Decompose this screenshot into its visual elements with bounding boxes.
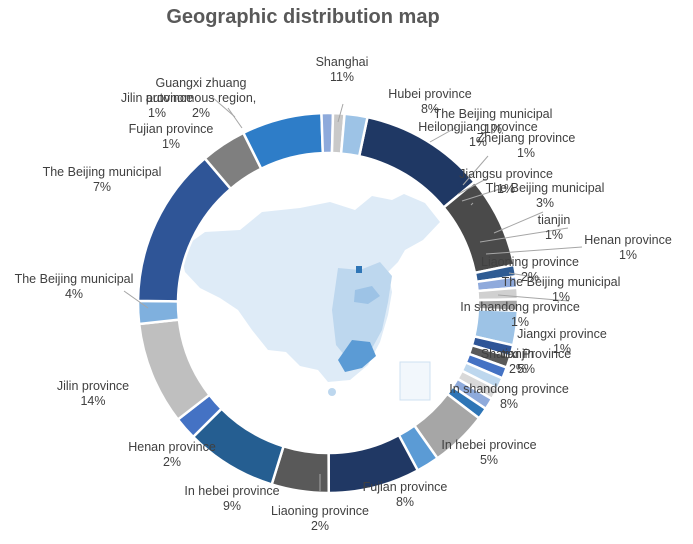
slice-label-18: Liaoning province 2% bbox=[271, 504, 369, 533]
chart-title: Geographic distribution map bbox=[166, 6, 440, 28]
slice-label-3: The Beijing municipal 1% bbox=[434, 107, 553, 136]
slice-label-14: tianjin 2% bbox=[502, 347, 535, 376]
slice-label-26: Guangxi zhuang autonomous region, 2% bbox=[146, 76, 257, 120]
leader-line-10 bbox=[508, 272, 541, 279]
slice-label-16: In hebei province 5% bbox=[441, 438, 536, 467]
slice-label-4: Zhejiang province 1% bbox=[477, 131, 576, 160]
slice-label-2: Heilongjiang province 1% bbox=[418, 120, 538, 149]
slice-label-10: The Beijing municipal 1% bbox=[502, 275, 621, 304]
china-map-coastal-highlight bbox=[338, 340, 376, 372]
leader-line-5 bbox=[470, 202, 474, 206]
slice-label-20: Henan province 2% bbox=[128, 440, 216, 469]
slice-label-15: In shandong province 8% bbox=[449, 382, 569, 411]
leader-line-6 bbox=[493, 211, 544, 234]
leader-line-0 bbox=[337, 103, 344, 123]
slice-27[interactable] bbox=[339, 112, 369, 158]
slice-label-1: Hubei province 8% bbox=[388, 87, 471, 116]
leader-line-13 bbox=[227, 107, 243, 129]
slice-label-17: Fujian province 8% bbox=[363, 480, 448, 509]
leader-line-4 bbox=[461, 188, 501, 202]
slice-label-25: Jilin province 1% bbox=[121, 91, 193, 120]
china-map-image bbox=[180, 194, 440, 401]
china-map-hainan bbox=[328, 388, 336, 396]
slice-label-0: Shanghai 11% bbox=[316, 55, 369, 84]
leader-line-14 bbox=[211, 96, 236, 118]
leader-line-11 bbox=[123, 290, 149, 309]
china-map-mainland bbox=[180, 194, 440, 382]
slice-label-23: The Beijing municipal 7% bbox=[43, 165, 162, 194]
leader-line-1 bbox=[429, 126, 458, 143]
slice-label-9: Liaoning province 2% bbox=[481, 255, 579, 284]
leader-line-2 bbox=[462, 155, 489, 186]
china-map-inset-box bbox=[399, 361, 431, 401]
slice-label-22: The Beijing municipal 4% bbox=[15, 272, 134, 301]
leader-line-7 bbox=[479, 227, 569, 243]
china-map-shandong-highlight bbox=[354, 286, 380, 304]
slice-21[interactable] bbox=[136, 299, 181, 326]
slice-label-8: Henan province 1% bbox=[584, 233, 672, 262]
china-map-beijing-marker bbox=[356, 266, 362, 273]
leader-line-3 bbox=[457, 178, 487, 195]
slice-label-5: Jiangsu province 1% bbox=[459, 167, 553, 196]
slice-label-6: The Beijing municipal 3% bbox=[486, 181, 605, 210]
slice-20[interactable] bbox=[137, 318, 212, 422]
slice-label-7: tianjin 1% bbox=[538, 213, 571, 242]
china-map-east-provinces bbox=[332, 262, 392, 362]
doughnut-slices bbox=[136, 111, 520, 495]
slice-label-13: Shanxi Province 5% bbox=[481, 347, 571, 376]
slice-label-11: In shandong province 1% bbox=[460, 300, 580, 329]
leader-line-9 bbox=[497, 294, 570, 302]
slice-label-19: In hebei province 9% bbox=[184, 484, 279, 513]
slice-label-12: Jiangxi province 1% bbox=[517, 327, 607, 356]
slice-label-21: Jilin province 14% bbox=[57, 379, 129, 408]
leader-line-8 bbox=[485, 246, 583, 255]
leader-lines bbox=[123, 96, 583, 492]
slice-label-24: Fujian province 1% bbox=[129, 122, 214, 151]
slice-labels: Shanghai 11% Hubei province 8% Heilongjiang … bbox=[15, 55, 672, 533]
